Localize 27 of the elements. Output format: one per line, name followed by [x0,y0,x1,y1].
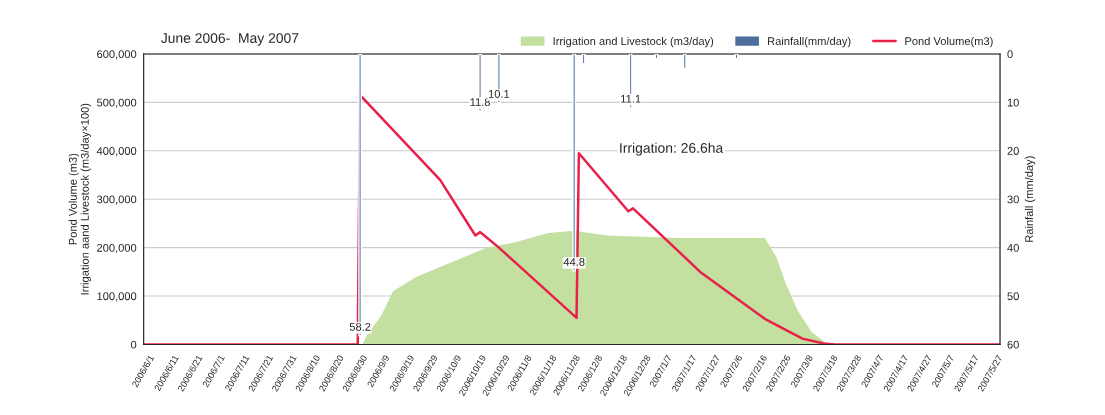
data-label: 11.8 [470,98,490,107]
y-tick-label: 100,000 [97,292,137,302]
legend-label: Pond Volume(m3) [905,36,993,48]
y-tick-label: 500,000 [96,98,137,108]
y-tick-label: 600,000 [97,50,137,60]
y2-tick-label: 50 [1007,292,1019,301]
y-tick-label: 300,000 [96,195,137,205]
data-label: 58.2 [349,322,371,331]
legend-label: Rainfall(mm/day) [768,36,851,48]
y-tick-label: 0 [130,340,137,349]
y2-axis-title: Rainfall (mm/day) [1024,156,1036,242]
annotation: Irrigation: 26.6ha [620,142,724,156]
y2-tick-label: 0 [1007,50,1013,59]
data-label: 44.8 [563,258,585,266]
y-tick-label: 200,000 [97,243,137,254]
y2-tick-label: 10 [1007,98,1019,107]
legend-label: Irrigation and Livestock (m3/day) [553,36,714,48]
y-tick-label: 400,000 [96,147,137,157]
chart-title: June 2006- May 2007 [160,33,299,46]
y2-tick-label: 30 [1007,195,1019,204]
bar [682,53,687,70]
y2-tick-label: 60 [1007,340,1019,349]
y-axis-title: Pond Volume (m3) Irrigation aand Livestock (m3/day×100) [68,103,91,295]
y2-tick-label: 20 [1007,147,1019,155]
data-label: 11.1 [621,94,641,103]
y2-tick-label: 40 [1007,243,1019,252]
data-label: 10.1 [488,90,510,98]
